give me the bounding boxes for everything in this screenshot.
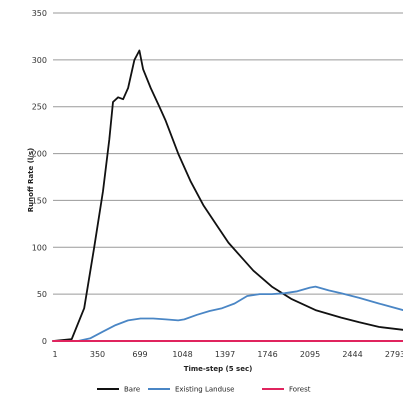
y-tick-label: 250 bbox=[32, 103, 47, 112]
series-line-existing-landuse bbox=[52, 285, 403, 342]
y-tick-label: 50 bbox=[37, 290, 47, 299]
x-tick-label: 699 bbox=[132, 350, 147, 359]
x-tick-label: 350 bbox=[90, 350, 105, 359]
y-tick-label: 100 bbox=[32, 243, 47, 252]
x-tick-label: 1397 bbox=[215, 350, 235, 359]
y-tick-label: 150 bbox=[32, 196, 47, 205]
x-tick-label: 1746 bbox=[257, 350, 277, 359]
legend-label: Existing Landuse bbox=[175, 386, 234, 394]
y-axis-label: Runoff Rate (l/s) bbox=[27, 148, 35, 212]
legend-label: Bare bbox=[124, 386, 140, 394]
x-tick-label: 2793 bbox=[385, 350, 403, 359]
y-tick-label: 0 bbox=[42, 337, 47, 346]
x-tick-label: 2444 bbox=[342, 350, 362, 359]
x-tick-label: 2095 bbox=[300, 350, 320, 359]
y-tick-label: 300 bbox=[32, 56, 47, 65]
x-axis-ticks: 1 350 699 1048 1397 1746 2095 2444 2793 bbox=[52, 350, 403, 359]
series-line-bare bbox=[52, 49, 403, 342]
x-axis-label: Time-step (5 sec) bbox=[184, 365, 253, 373]
grid bbox=[53, 12, 403, 342]
series-lines bbox=[52, 49, 403, 342]
x-tick-label: 1048 bbox=[172, 350, 192, 359]
legend: Bare Existing Landuse Forest bbox=[97, 386, 311, 394]
legend-label: Forest bbox=[289, 386, 311, 394]
y-tick-label: 350 bbox=[32, 9, 47, 18]
x-tick-label: 1 bbox=[52, 350, 57, 359]
y-axis-ticks: 0 50 100 150 200 250 300 350 bbox=[32, 9, 47, 346]
y-tick-label: 200 bbox=[32, 150, 47, 159]
